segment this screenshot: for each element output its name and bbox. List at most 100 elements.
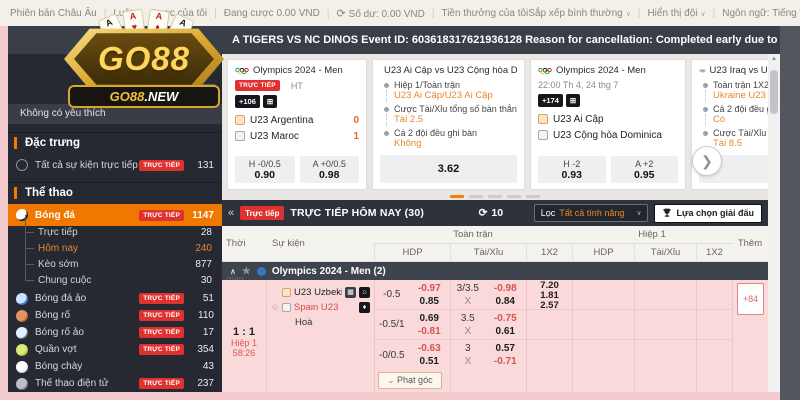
home-team-row: U23 Ai Cập — [538, 111, 678, 127]
count: 43 — [202, 361, 214, 372]
tennis-icon — [16, 343, 28, 356]
live-badge: TRỰC TIẾP — [139, 310, 184, 321]
h1-1x2-column — [696, 280, 732, 392]
sidebar-sub-early[interactable]: Kèo sớm 877 — [8, 247, 222, 273]
topbar-pending-bets[interactable]: Đang cược 0.00 VND — [207, 8, 320, 19]
sidebar-item-virtual-football[interactable]: Bóng đá ảo TRỰC TIẾP 51 — [8, 290, 222, 307]
parlay-card[interactable]: U23 Ai Cập vs U23 Cộng hòa Dominica Hiệp… — [372, 59, 525, 190]
away-hdp-odds-button[interactable]: A +0/0.5 0.98 — [299, 156, 359, 183]
live-badge: TRỰC TIẾP — [139, 159, 184, 171]
refresh-icon[interactable]: ⟳ — [336, 7, 346, 20]
carousel-dot-active[interactable] — [450, 195, 464, 198]
more-markets-button[interactable]: +84 — [737, 283, 764, 315]
kickoff-time: 22:00 Th 4, 24 thg 7 — [538, 80, 619, 90]
count: 1147 — [192, 209, 214, 221]
sidebar-sub-live[interactable]: Trực tiếp 28 — [8, 215, 222, 241]
live-badge: TRỰC TIẾP — [139, 209, 184, 221]
ft-hdp-column: -0.5 -0.97 0.85 -0.5/1 0.69 -0.81 -0/0.5 -… — [374, 280, 450, 392]
collapse-panel-icon[interactable]: « — [228, 207, 235, 219]
col-ft-1x2: 1X2 — [526, 244, 572, 262]
parlay-selection: Cả 2 đội đều ghi bàn Có — [703, 104, 768, 126]
live-chip: Trực tiếp — [240, 206, 285, 220]
col-ft-ou: Tài/Xỉu — [450, 244, 526, 262]
col-group-fulltime: Toàn trận — [374, 226, 572, 244]
odds-column-headers: Thời gian Sự kiện Toàn trận Hiệp 1 Thêm … — [222, 226, 768, 285]
count: 110 — [198, 310, 214, 321]
sort-dropdown[interactable]: Sắp xếp bình thường — [528, 8, 631, 19]
sidebar-item-tennis[interactable]: Quần vợt TRỰC TIẾP 354 — [8, 341, 222, 358]
hdp-odds[interactable]: 0.69 -0.81 — [417, 312, 441, 337]
language-dropdown[interactable]: Ngôn ngữ: Tiếng Việt — [706, 8, 800, 19]
league-row[interactable]: ∧ ★ Olympics 2024 - Men (2) — [222, 262, 768, 280]
sidebar-item-virtual-basketball[interactable]: Bóng rổ ảo TRỰC TIẾP 17 — [8, 324, 222, 341]
virtual-football-icon — [16, 292, 28, 305]
ou-odds[interactable]: 0.57 -0.71 — [493, 343, 517, 367]
parlay-selection: Hiệp 1/Toàn trận U23 Ai Cập/U23 Ai Cập — [384, 80, 517, 102]
hdp-odds[interactable]: -0.97 0.85 — [417, 282, 441, 307]
away-hdp-odds-button[interactable]: A +2 0.95 — [610, 156, 678, 183]
parlay-odds-button[interactable]: 3.62 — [380, 155, 517, 183]
trophy-icon — [663, 208, 672, 217]
home-team-row: U23 Argentina 0 — [235, 112, 359, 128]
sidebar-item-basketball[interactable]: Bóng rổ TRỰC TIẾP 110 — [8, 307, 222, 324]
away-score: 1 — [353, 130, 359, 142]
ou-line: 3.5 X — [460, 312, 475, 337]
card-title: U23 Ai Cập vs U23 Cộng hòa Dominica — [384, 65, 517, 76]
carousel-dot[interactable] — [507, 195, 521, 198]
favorite-star-icon[interactable]: ★ — [241, 265, 251, 277]
sidebar-item-football[interactable]: Bóng đá TRỰC TIẾP 1147 — [8, 204, 222, 226]
cashout-icon[interactable]: ♦ — [359, 302, 370, 313]
col-h1-ou: Tài/Xỉu — [634, 244, 696, 262]
sidebar-sub-today[interactable]: Hôm nay 240 — [8, 231, 222, 257]
match-card-upcoming[interactable]: Olympics 2024 - Men 22:00 Th 4, 24 thg 7… — [530, 59, 686, 190]
refresh-countdown[interactable]: ⟳ 10 — [479, 207, 504, 219]
stats-icon[interactable]: ▦ — [345, 287, 356, 298]
hdp-odds[interactable]: -0.63 0.51 — [417, 343, 441, 367]
collapse-league-icon[interactable]: ∧ — [230, 266, 236, 276]
scrollbar-thumb[interactable] — [770, 70, 778, 114]
ou-odds[interactable]: -0.98 0.84 — [493, 282, 517, 307]
live-badge: TRỰC TIẾP — [235, 80, 280, 91]
vertical-scrollbar[interactable]: ▲ — [768, 54, 780, 392]
topbar-version[interactable]: Phiên bản Châu Âu — [10, 7, 97, 19]
draw-label: Hoà — [295, 317, 313, 328]
odds-table-toolbar: « Trực tiếp TRỰC TIẾP HÔM NAY (30) ⟳ 10 … — [222, 200, 768, 226]
display-team-dropdown[interactable]: Hiển thị đội — [631, 8, 706, 19]
select-league-button[interactable]: Lựa chọn giải đấu — [654, 203, 762, 223]
sidebar-sub-outright[interactable]: Chung cuộc 30 — [8, 263, 222, 289]
hdp-line: -0.5 — [383, 289, 401, 300]
baseball-icon — [16, 360, 28, 373]
odds-1[interactable]: 7.20 — [540, 280, 559, 291]
feature-filter-dropdown[interactable]: Lọc Tất cả tính năng ∨ — [533, 204, 649, 222]
carousel-dot[interactable] — [488, 195, 502, 198]
odds-x[interactable]: 1.81 — [540, 290, 559, 301]
topbar-bonus[interactable]: Tiền thưởng của tôi — [425, 8, 528, 19]
home-hdp-odds-button[interactable]: H -2 0.93 — [538, 156, 606, 183]
home-hdp-odds-button[interactable]: H -0/0.5 0.90 — [235, 156, 295, 183]
ou-odds[interactable]: -0.75 0.61 — [493, 312, 517, 337]
scroll-up-icon[interactable]: ▲ — [771, 56, 777, 62]
carousel-dot[interactable] — [526, 195, 540, 198]
corners-expand-button[interactable]: Phạt góc — [378, 372, 442, 389]
topbar-my-bets[interactable]: Cược của tôi — [133, 8, 207, 19]
logo[interactable]: A♠ A♥ A♦ A♣ GO88 GO88.NEW — [64, 8, 224, 108]
match-row[interactable]: 1 : 1 Hiệp 1 58:26 U23 Uzbekistan ▦ ⌂ ☆ … — [222, 280, 768, 392]
match-card-live[interactable]: Olympics 2024 - Men TRỰC TIẾP HT +106 ⊞ … — [227, 59, 367, 190]
carousel-next-icon[interactable]: ❯ — [692, 146, 722, 176]
refresh-icon[interactable]: ⟳ — [478, 207, 488, 219]
topbar-balance[interactable]: ⟳Số dư: 0.00 VND — [320, 7, 424, 20]
ft-1x2-column: 7.20 1.81 2.57 — [526, 280, 572, 392]
odds-2[interactable]: 2.57 — [540, 300, 559, 311]
live-badge: TRỰC TIẾP — [139, 378, 184, 389]
favorite-star-icon[interactable]: ☆ — [271, 302, 280, 312]
sidebar-item-baseball[interactable]: Bóng chày 43 — [8, 358, 222, 375]
carousel-dot[interactable] — [469, 195, 483, 198]
stats-chip-icon: ⊞ — [565, 94, 581, 107]
pin-icon[interactable]: ⌂ — [359, 287, 370, 298]
markets-count-chip: +174 — [538, 94, 563, 107]
section-featured: Đặc trưng — [8, 132, 222, 152]
sidebar-item-all-live[interactable]: Tất cả sự kiện trực tiếp TRỰC TIẾP 131 — [8, 154, 222, 176]
sidebar-item-esports[interactable]: Thể thao điện tử TRỰC TIẾP 237 — [8, 375, 222, 392]
home-team-row: U23 Uzbekistan ▦ ⌂ — [271, 285, 370, 300]
